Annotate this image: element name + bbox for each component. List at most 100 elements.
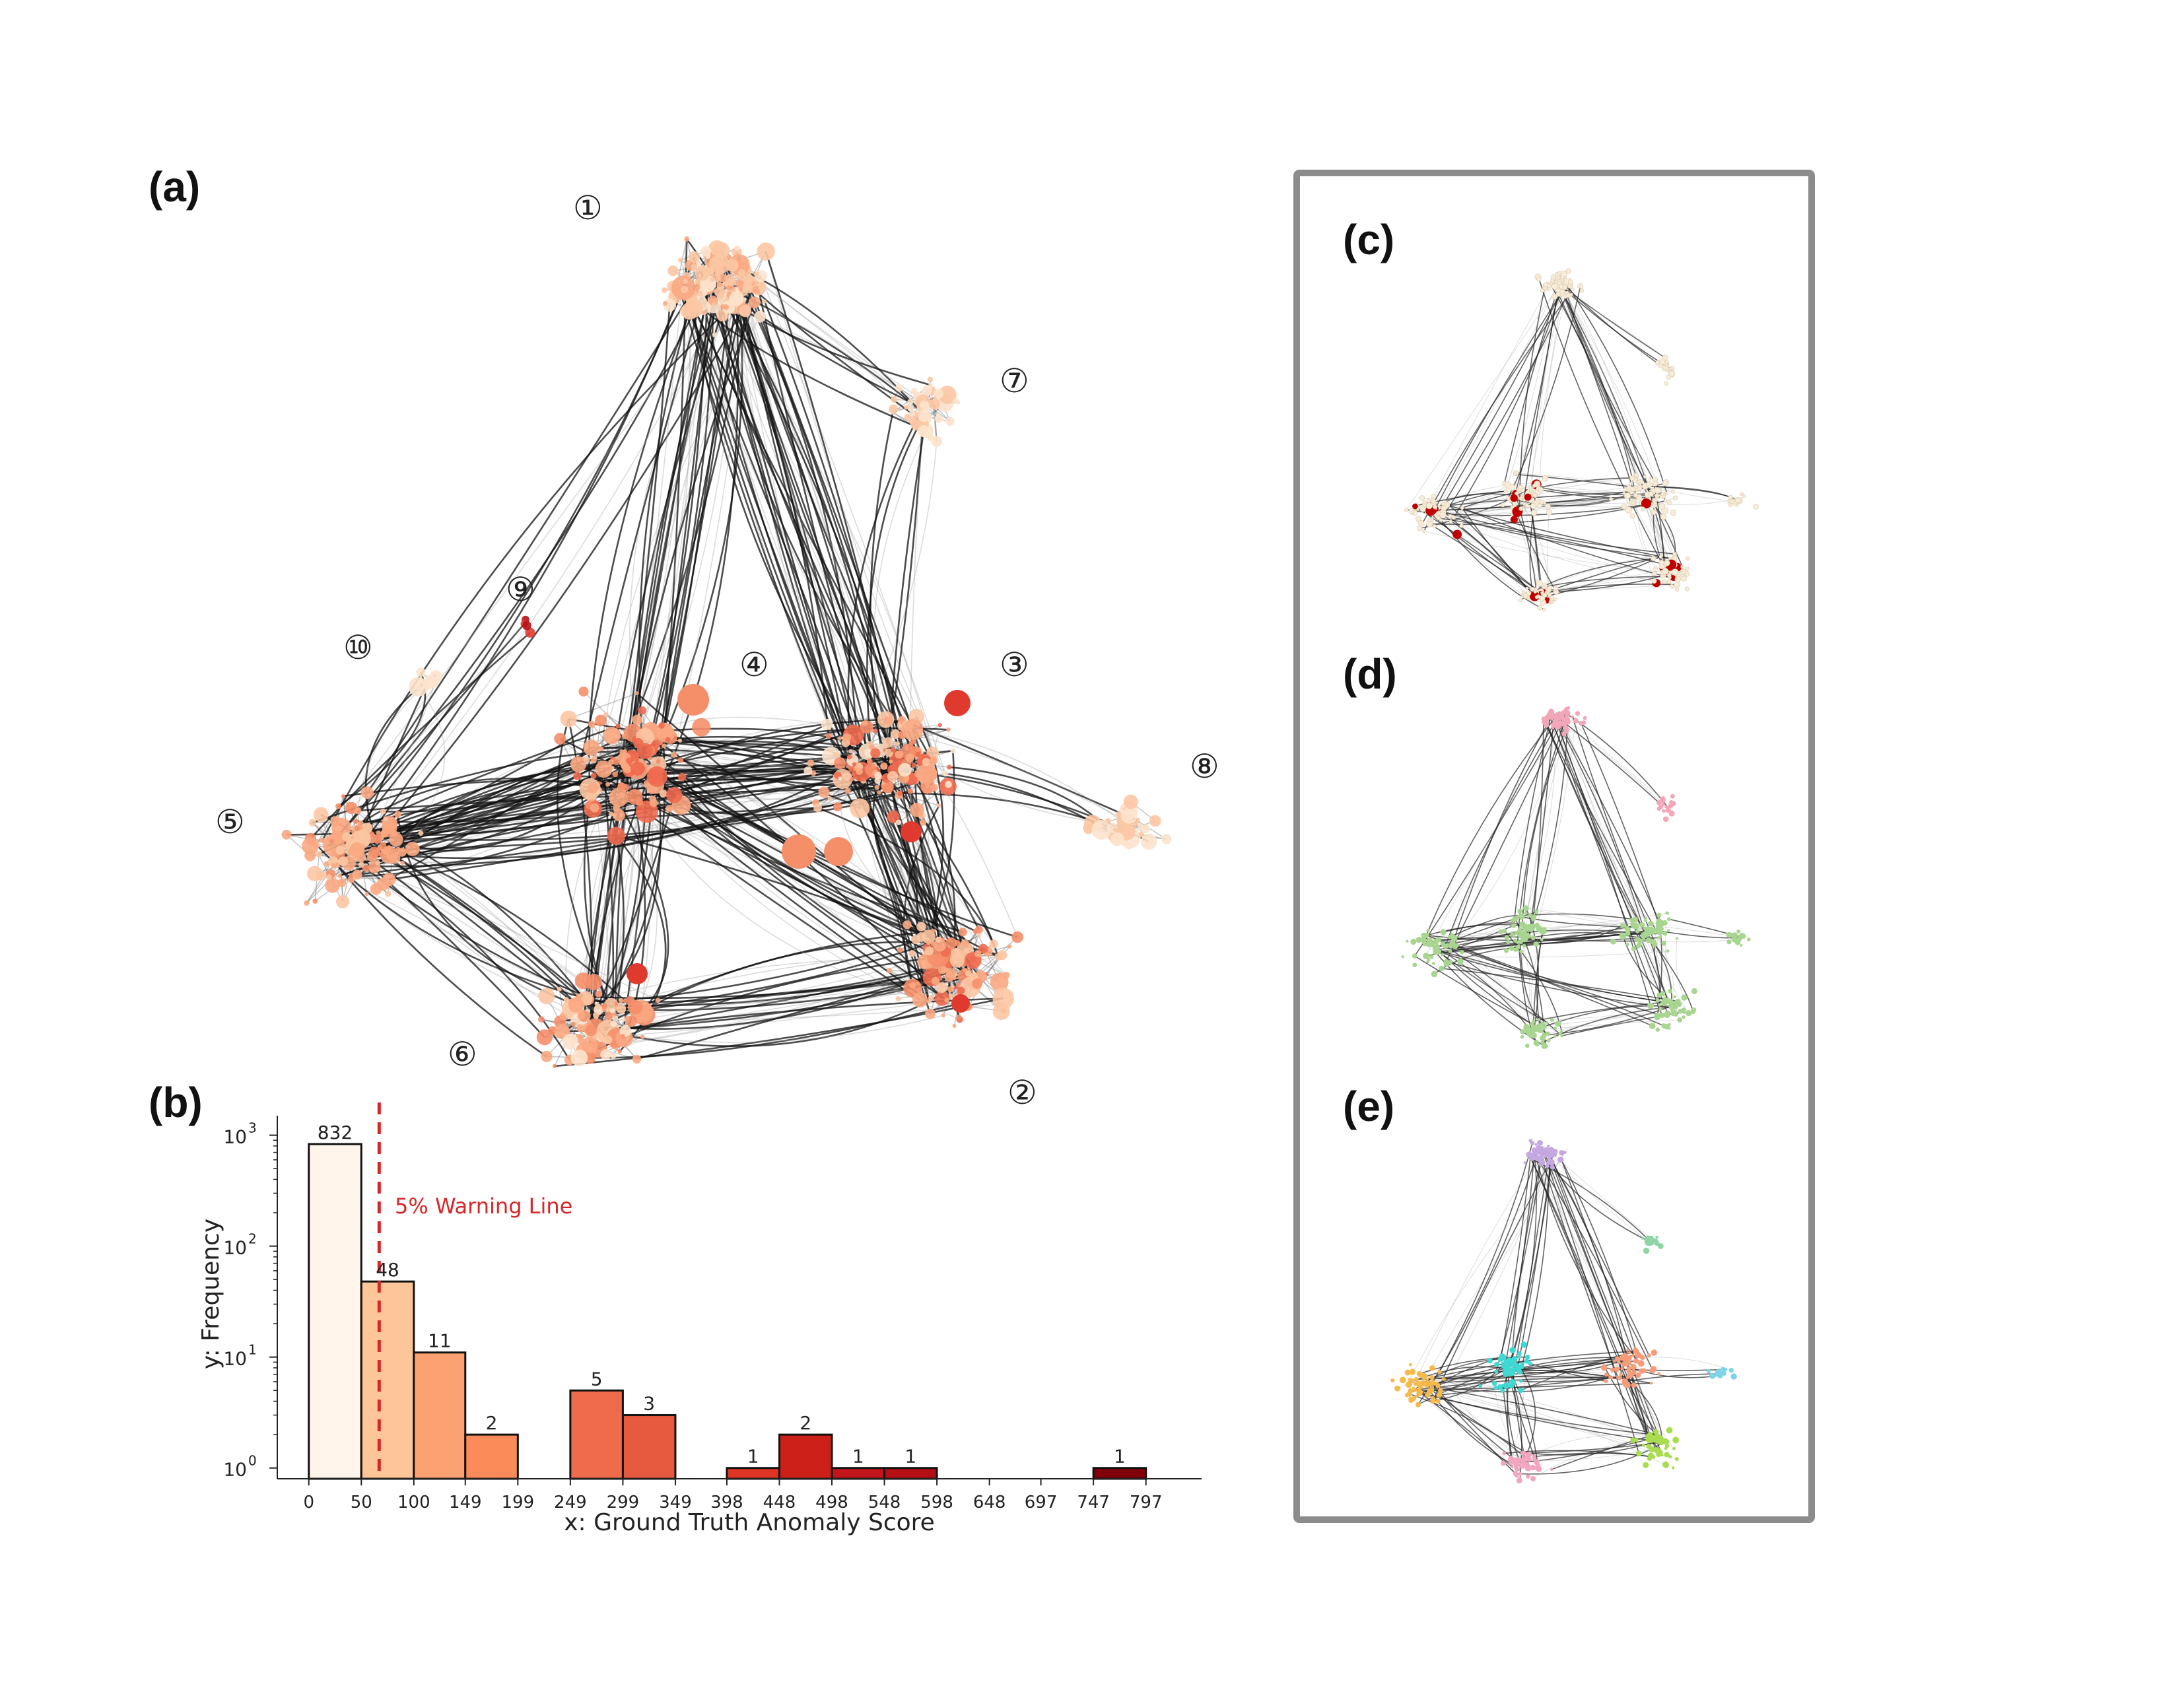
network-edge [554,998,1004,1067]
network-node [1416,516,1421,522]
network-node [1091,820,1112,840]
network-node [603,712,609,718]
network-node [1681,994,1688,1001]
network-node [726,259,739,272]
network-node [683,279,688,285]
network-edge [741,271,881,778]
network-node [1083,824,1089,831]
network-edge [683,287,934,945]
network-node [627,999,643,1015]
network-node [1460,506,1464,510]
network-node [1633,492,1639,498]
network-edge [1446,961,1674,1009]
network-node [1547,287,1551,292]
network-node [883,782,894,794]
network-node [1653,566,1658,571]
network-edge [1528,1154,1656,1450]
network-node [1553,597,1557,601]
network-node [570,756,587,772]
network-node [665,787,683,803]
network-edge [1543,575,1674,588]
network-edge [1561,284,1640,489]
network-node [1507,1357,1512,1362]
network-node [697,290,703,296]
network-node [304,900,310,906]
network-node [1503,489,1508,494]
network-edge [1442,951,1668,958]
network-node [632,714,642,726]
network-node [1509,1347,1516,1354]
network-node [648,768,664,784]
network-edge [683,287,934,963]
network-node [1632,1347,1639,1353]
x-tick-label: 697 [1025,1493,1058,1512]
network-node [695,265,710,281]
network-node [1639,922,1645,928]
network-node [1633,473,1639,478]
y-tick-label: 10 [223,1348,247,1370]
network-node [1666,580,1672,584]
network-node [1500,1354,1507,1361]
network-node [1424,1382,1430,1388]
network-node [1637,1360,1640,1363]
network-node [1672,1006,1675,1010]
network-node [1415,1394,1418,1398]
network-node [1553,1034,1557,1038]
network-a-nodes [281,236,1172,1068]
network-node [891,395,898,403]
network-node [1519,598,1523,603]
network-node [1664,560,1670,566]
network-node [1414,1376,1419,1382]
network-node [1456,958,1464,965]
network-edge [1462,477,1632,509]
network-edge [597,795,675,1007]
network-edge [365,867,612,1007]
network-node [376,830,381,836]
network-edge [1528,716,1555,937]
network-node [1526,1151,1532,1158]
network-edge [607,988,951,1048]
network-node [1450,934,1458,941]
network-node [1510,516,1518,524]
network-node [1658,503,1666,510]
network-node [1631,1353,1635,1357]
network-node [382,846,392,856]
network-node [1639,1354,1645,1360]
network-graph-a [281,236,1172,1068]
network-node [734,245,740,251]
network-node [1671,568,1679,576]
network-node [1542,1025,1547,1030]
network-edge [673,270,895,400]
network-edge [335,863,547,1058]
network-node [552,1064,557,1068]
bar-value-label: 1 [747,1446,759,1468]
network-node [1542,1043,1548,1049]
network-node [394,811,401,818]
network-node [1663,932,1666,935]
network-node [1728,503,1732,507]
network-node [848,749,853,754]
network-node [887,968,893,974]
network-node [1408,1378,1412,1381]
network-edge [1416,1383,1678,1460]
network-node [1503,948,1509,953]
network-edge [1503,283,1560,484]
network-node [1655,1235,1658,1239]
network-node [1431,498,1436,504]
network-node [1550,1165,1555,1170]
network-node [1664,1443,1670,1448]
network-node [1666,949,1670,953]
network-node [1425,942,1431,947]
network-edge [1416,1376,1620,1380]
network-node [1662,997,1668,1003]
network-node [1522,943,1526,948]
histogram-bar [621,1414,677,1480]
network-edge [1510,492,1632,506]
network-node [926,940,931,945]
network-node [1510,931,1514,935]
network-node [1654,487,1661,494]
network-node [1655,923,1662,930]
network-node [662,743,667,749]
network-edge [1409,1159,1562,1380]
